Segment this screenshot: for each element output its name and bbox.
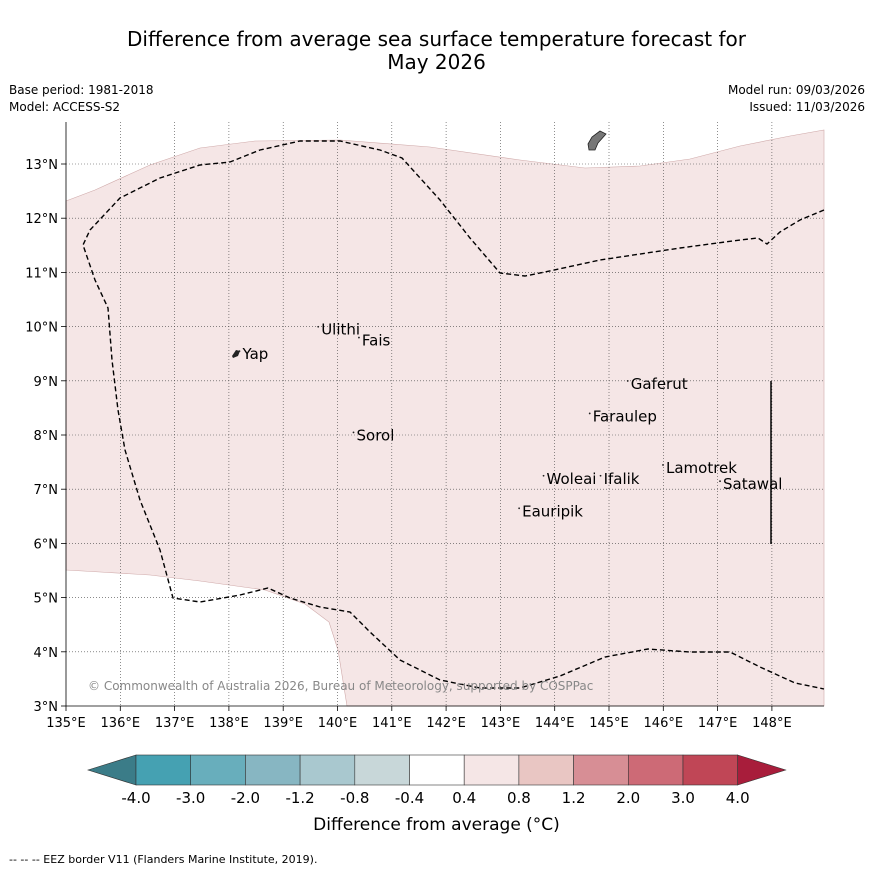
colorbar-swatch [299,754,356,786]
meta-left: Base period: 1981-2018 Model: ACCESS-S2 [9,82,154,116]
lat-tick-label: 5°N [34,592,59,607]
lon-axis-labels: 135°E 136°E 137°E 138°E 139°E 140°E 141°E 142°E… [46,706,792,731]
lon-tick-label: 143°E [481,716,521,731]
lon-tick-label: 135°E [46,716,86,731]
lat-tick-label: 12°N [25,212,58,227]
place-label: Yap [241,345,268,363]
lat-tick-label: 13°N [25,158,58,173]
meta-right: Model run: 09/03/2026 Issued: 11/03/2026 [728,82,865,116]
colorbar-low-extension [86,754,137,786]
place-label: Faraulep [593,407,657,425]
colorbar-swatch [135,754,192,786]
colorbar-tick-label: -0.8 [340,789,369,807]
place-label: Eauripik [522,502,583,520]
colorbar-swatch [463,754,520,786]
guam-island-shape [587,130,607,151]
lon-tick-label: 144°E [535,716,575,731]
lat-axis-labels: 3°N 4°N 5°N 6°N 7°N 8°N 9°N 10°N 11°N 12°N 13°N [25,158,66,715]
model-run-text: Model run: 09/03/2026 [727,83,865,97]
island-dot [719,480,721,483]
colorbar-label: Difference from average (°C) [313,815,560,835]
place-label: Ulithi [321,321,360,339]
colorbar-swatch [190,754,246,786]
place-label: Gaferut [631,375,688,393]
colorbar [86,754,787,786]
lon-tick-label: 137°E [155,716,195,731]
colorbar-swatch [354,754,410,786]
colorbar-tick-label: 3.0 [671,789,695,807]
lat-tick-label: 8°N [34,429,59,444]
lat-tick-label: 10°N [25,321,58,336]
colorbar-swatch [627,754,684,786]
lon-tick-label: 145°E [589,716,629,731]
issued-text: Issued: 11/03/2026 [749,100,865,114]
island-dot [662,464,664,466]
lon-tick-label: 147°E [698,716,738,731]
lat-tick-label: 7°N [34,483,59,498]
island-dot [352,431,355,434]
place-label: Satawal [723,475,782,493]
model-text: Model: ACCESS-S2 [9,100,121,114]
colorbar-tick-label: -4.0 [121,789,150,807]
colorbar-tick-label: 0.8 [507,789,531,807]
island-dot [317,325,320,328]
lat-tick-label: 4°N [34,646,59,661]
title-line-1: Difference from average sea surface temp… [126,27,746,51]
colorbar-tick-label: -0.4 [395,789,424,807]
base-period-text: Base period: 1981-2018 [9,83,154,97]
lon-tick-label: 138°E [209,716,249,731]
lat-tick-label: 9°N [34,375,59,390]
yap-island-shape [232,350,240,358]
island-dot [626,380,629,382]
sst-anomaly-fill [65,129,825,707]
island-dot [542,474,545,477]
lat-tick-label: 6°N [34,537,59,552]
lon-tick-label: 146°E [644,716,684,731]
place-label: Lamotrek [666,459,737,477]
colorbar-swatch [518,754,574,786]
lon-tick-label: 141°E [372,716,412,731]
colorbar-swatch [245,754,301,786]
lon-tick-label: 142°E [426,716,466,731]
colorbar-tick-label: -2.0 [231,789,260,807]
colorbar-swatch [682,754,739,786]
copyright-text: © Commonwealth of Australia 2026, Bureau… [88,679,593,693]
lon-tick-label: 136°E [101,716,141,731]
colorbar-tick-label: 0.4 [452,789,476,807]
island-dot [358,336,360,339]
place-label: Woleai [547,470,597,488]
colorbar-tick-label: -3.0 [176,789,205,807]
place-label: Fais [362,332,391,350]
map-title: Difference from average sea surface temp… [0,28,873,74]
lon-tick-label: 140°E [318,716,358,731]
colorbar-high-extension [737,754,787,786]
gridlines [66,122,824,706]
colorbar-swatch [573,754,629,786]
colorbar-tick-label: -1.2 [285,789,314,807]
island-dot [238,350,241,353]
colorbar-tick-label: 2.0 [616,789,640,807]
lat-tick-label: 3°N [34,700,59,715]
place-label: Ifalik [604,470,640,488]
lat-tick-label: 11°N [25,266,58,281]
place-label: Sorol [357,426,395,444]
island-dot [599,474,602,477]
title-line-2: May 2026 [387,50,486,74]
island-dot [518,507,521,510]
colorbar-tick-label: 4.0 [726,789,750,807]
colorbar-swatch [409,754,465,786]
island-dot [588,412,591,415]
lon-tick-label: 139°E [263,716,303,731]
eez-border [82,140,825,690]
colorbar-tick-label: 1.2 [562,789,586,807]
footer-text: -- -- -- EEZ border V11 (Flanders Marine… [9,853,318,866]
lon-tick-label: 148°E [752,716,792,731]
colorbar-tick-labels: -4.0 -3.0 -2.0 -1.2 -0.8 -0.4 0.4 0.8 1.2 2.0 3.0 4… [121,789,749,807]
